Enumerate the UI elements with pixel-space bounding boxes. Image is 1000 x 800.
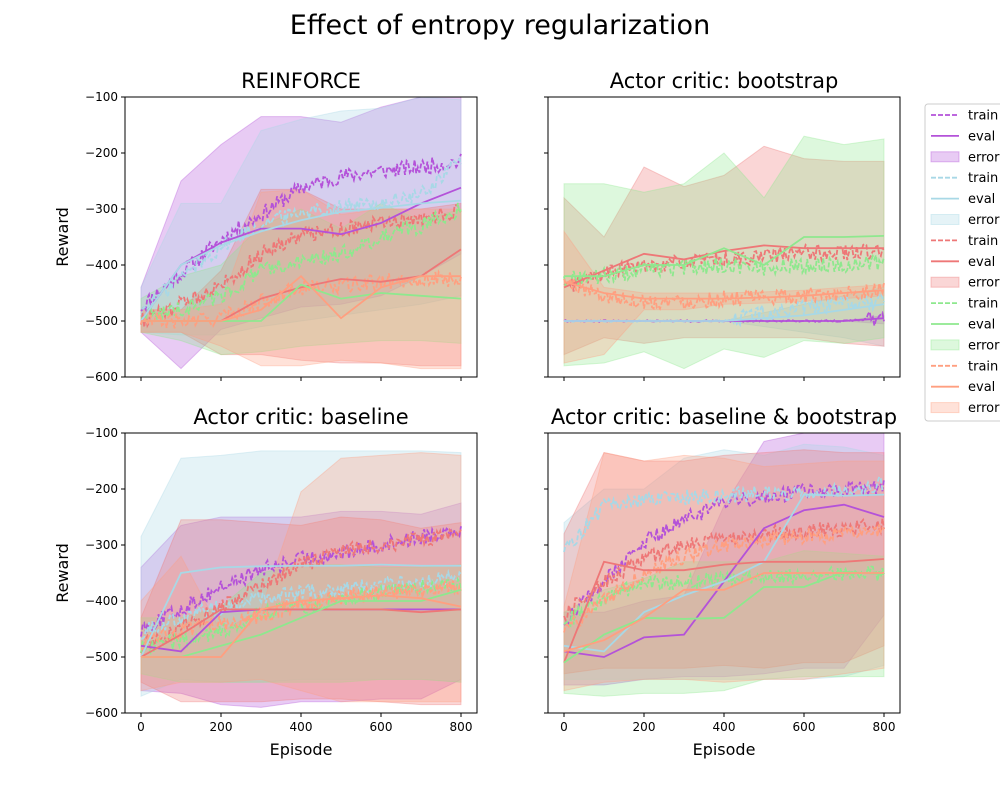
legend-label: error [968,338,1000,353]
legend-label: error [968,213,1000,228]
legend-error-swatch [930,151,960,163]
error-band-series-5 [563,452,885,692]
plot-area [563,135,885,370]
train-line-series-4 [140,202,462,323]
legend-label: eval [968,380,995,395]
y-tick-label: −100 [85,426,118,440]
subplot-2: Actor critic: bootstrap [544,69,901,381]
eval-line-series-4 [563,570,885,664]
train-line-series-3 [563,517,885,622]
y-tick-label: −500 [85,314,118,328]
legend-label: eval [968,318,995,333]
legend-label: train [968,109,998,124]
subplot-3: 0 200 400 600 800 −100 −200 −300 −400 −500 −600 Act… [53,405,478,759]
eval-line-series-4 [141,588,462,658]
subplot-1: −100 −200 −300 −400 −500 −600 REINFORCE Reward [53,69,478,384]
y-axis-label: Reward [53,207,72,267]
x-tick-label: 0 [560,720,568,734]
y-tick-label: −200 [85,482,118,496]
x-tick-label: 400 [290,720,313,734]
eval-line-series-2 [140,199,462,322]
eval-line-series-5 [563,572,884,653]
legend-label: error [968,401,1000,416]
subplot-title: REINFORCE [241,69,361,93]
train-line-series-3 [563,243,885,292]
y-tick-label: −600 [85,370,118,384]
y-tick-label: −600 [85,706,118,720]
legend-label: eval [968,129,995,144]
eval-line-series-3 [563,558,885,663]
x-axis-label: Episode [693,740,756,759]
y-tick-label: −300 [85,538,118,552]
x-tick-label: 200 [633,720,656,734]
y-tick-label: −100 [85,90,118,104]
eval-line-series-2 [140,563,461,658]
x-tick-label: 600 [370,720,393,734]
x-tick-label: 800 [873,720,896,734]
y-tick-label: −400 [85,258,118,272]
x-tick-label: 0 [137,720,145,734]
x-tick-label: 800 [450,720,473,734]
x-tick-label: 200 [210,720,233,734]
plot-area [140,97,462,370]
y-tick-label: −500 [85,650,118,664]
eval-line-series-3 [563,244,884,289]
error-band-series-5 [140,188,462,370]
eval-line-series-2 [563,493,885,653]
train-line-series-1 [140,526,462,637]
figure-suptitle: Effect of entropy regularization [289,10,711,41]
plot-area [563,433,885,697]
eval-line-series-4 [564,234,885,278]
eval-line-series-5 [141,274,461,322]
legend-label: train [968,234,998,249]
legend-label: error [968,276,1000,291]
subplot-title: Actor critic: baseline & bootstrap [551,405,897,429]
subplot-4: 0 200 400 600 800 Actor critic: baseline & bo… [544,405,901,759]
legend-error-swatch [930,214,960,225]
train-line-series-2 [140,157,462,317]
legend-label: error [968,150,1000,165]
y-tick-label: −400 [85,594,118,608]
subplot-title: Actor critic: baseline [193,405,408,429]
train-line-series-2 [563,475,885,553]
legend-label: eval [968,255,995,270]
train-line-series-3 [140,527,462,654]
error-band-series-4 [140,202,462,356]
train-line-series-4 [563,253,885,289]
train-line-series-5 [563,276,885,312]
legend-box [924,103,1000,422]
x-axis-label: Episode [270,740,333,759]
y-tick-label: −200 [85,146,118,160]
legend-error-swatch [930,339,960,351]
x-tick-label: 600 [793,720,816,734]
eval-line-series-5 [141,594,462,658]
legend: train eval error train eval error train eval err… [924,103,1000,422]
subplot-title: Actor critic: bootstrap [610,69,839,93]
legend-label: train [968,171,998,186]
eval-line-series-3 [140,608,462,658]
error-band-series-2 [140,97,462,336]
eval-line-series-2 [564,303,885,322]
legend-error-swatch [930,402,960,414]
legend-label: train [968,297,998,312]
legend-label: eval [968,192,995,207]
eval-line-series-5 [563,280,885,300]
legend-label: train [968,359,998,374]
y-tick-label: −300 [85,202,118,216]
legend-error-swatch [930,276,960,288]
train-line-series-5 [563,524,885,633]
plot-area [140,450,462,708]
train-line-series-3 [140,204,462,329]
y-axis-label: Reward [53,543,72,603]
x-tick-label: 400 [713,720,736,734]
